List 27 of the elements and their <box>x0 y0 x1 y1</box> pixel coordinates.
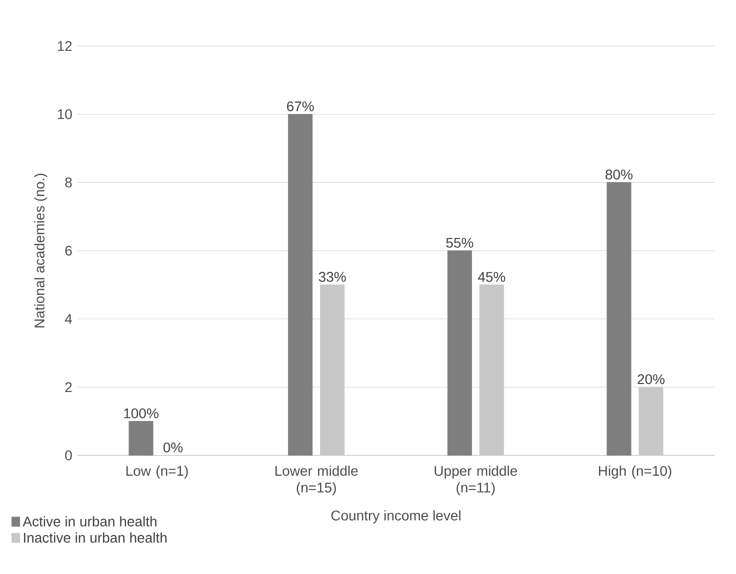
x-tick-label: Upper middle (n=11) <box>434 466 518 496</box>
annotation: 55% <box>446 238 474 248</box>
annotation: 0% <box>163 442 183 452</box>
annotation: 80% <box>606 170 632 180</box>
y-tick-label: 6 <box>65 246 72 256</box>
bar <box>288 114 313 456</box>
bar <box>447 250 472 456</box>
y-tick-label: 10 <box>58 109 72 120</box>
bar <box>128 420 154 456</box>
y-tick-label: 8 <box>65 177 72 188</box>
legend-label: Active in urban health <box>22 516 156 526</box>
annotation: 33% <box>318 272 346 282</box>
y-tick-label: 4 <box>64 314 72 324</box>
annotation: 67% <box>287 101 314 112</box>
x-tick-label: Lower middle (n=15) <box>275 466 358 496</box>
x-tick-label: Low (n=1) <box>126 466 188 479</box>
y-tick-label: 0 <box>65 450 72 460</box>
y-tick-label: 2 <box>65 382 72 392</box>
annotation: 45% <box>478 272 506 282</box>
annotation: 100% <box>124 408 158 418</box>
annotation: 20% <box>638 374 664 384</box>
y-axis-title: National academies (no.) <box>34 174 48 328</box>
bar <box>606 182 632 456</box>
x-tick-label: High (n=10) <box>598 466 672 479</box>
x-axis-title: Country income level <box>331 510 460 524</box>
legend-label: Inactive in urban health <box>24 532 167 543</box>
y-tick-label: 12 <box>58 41 72 51</box>
